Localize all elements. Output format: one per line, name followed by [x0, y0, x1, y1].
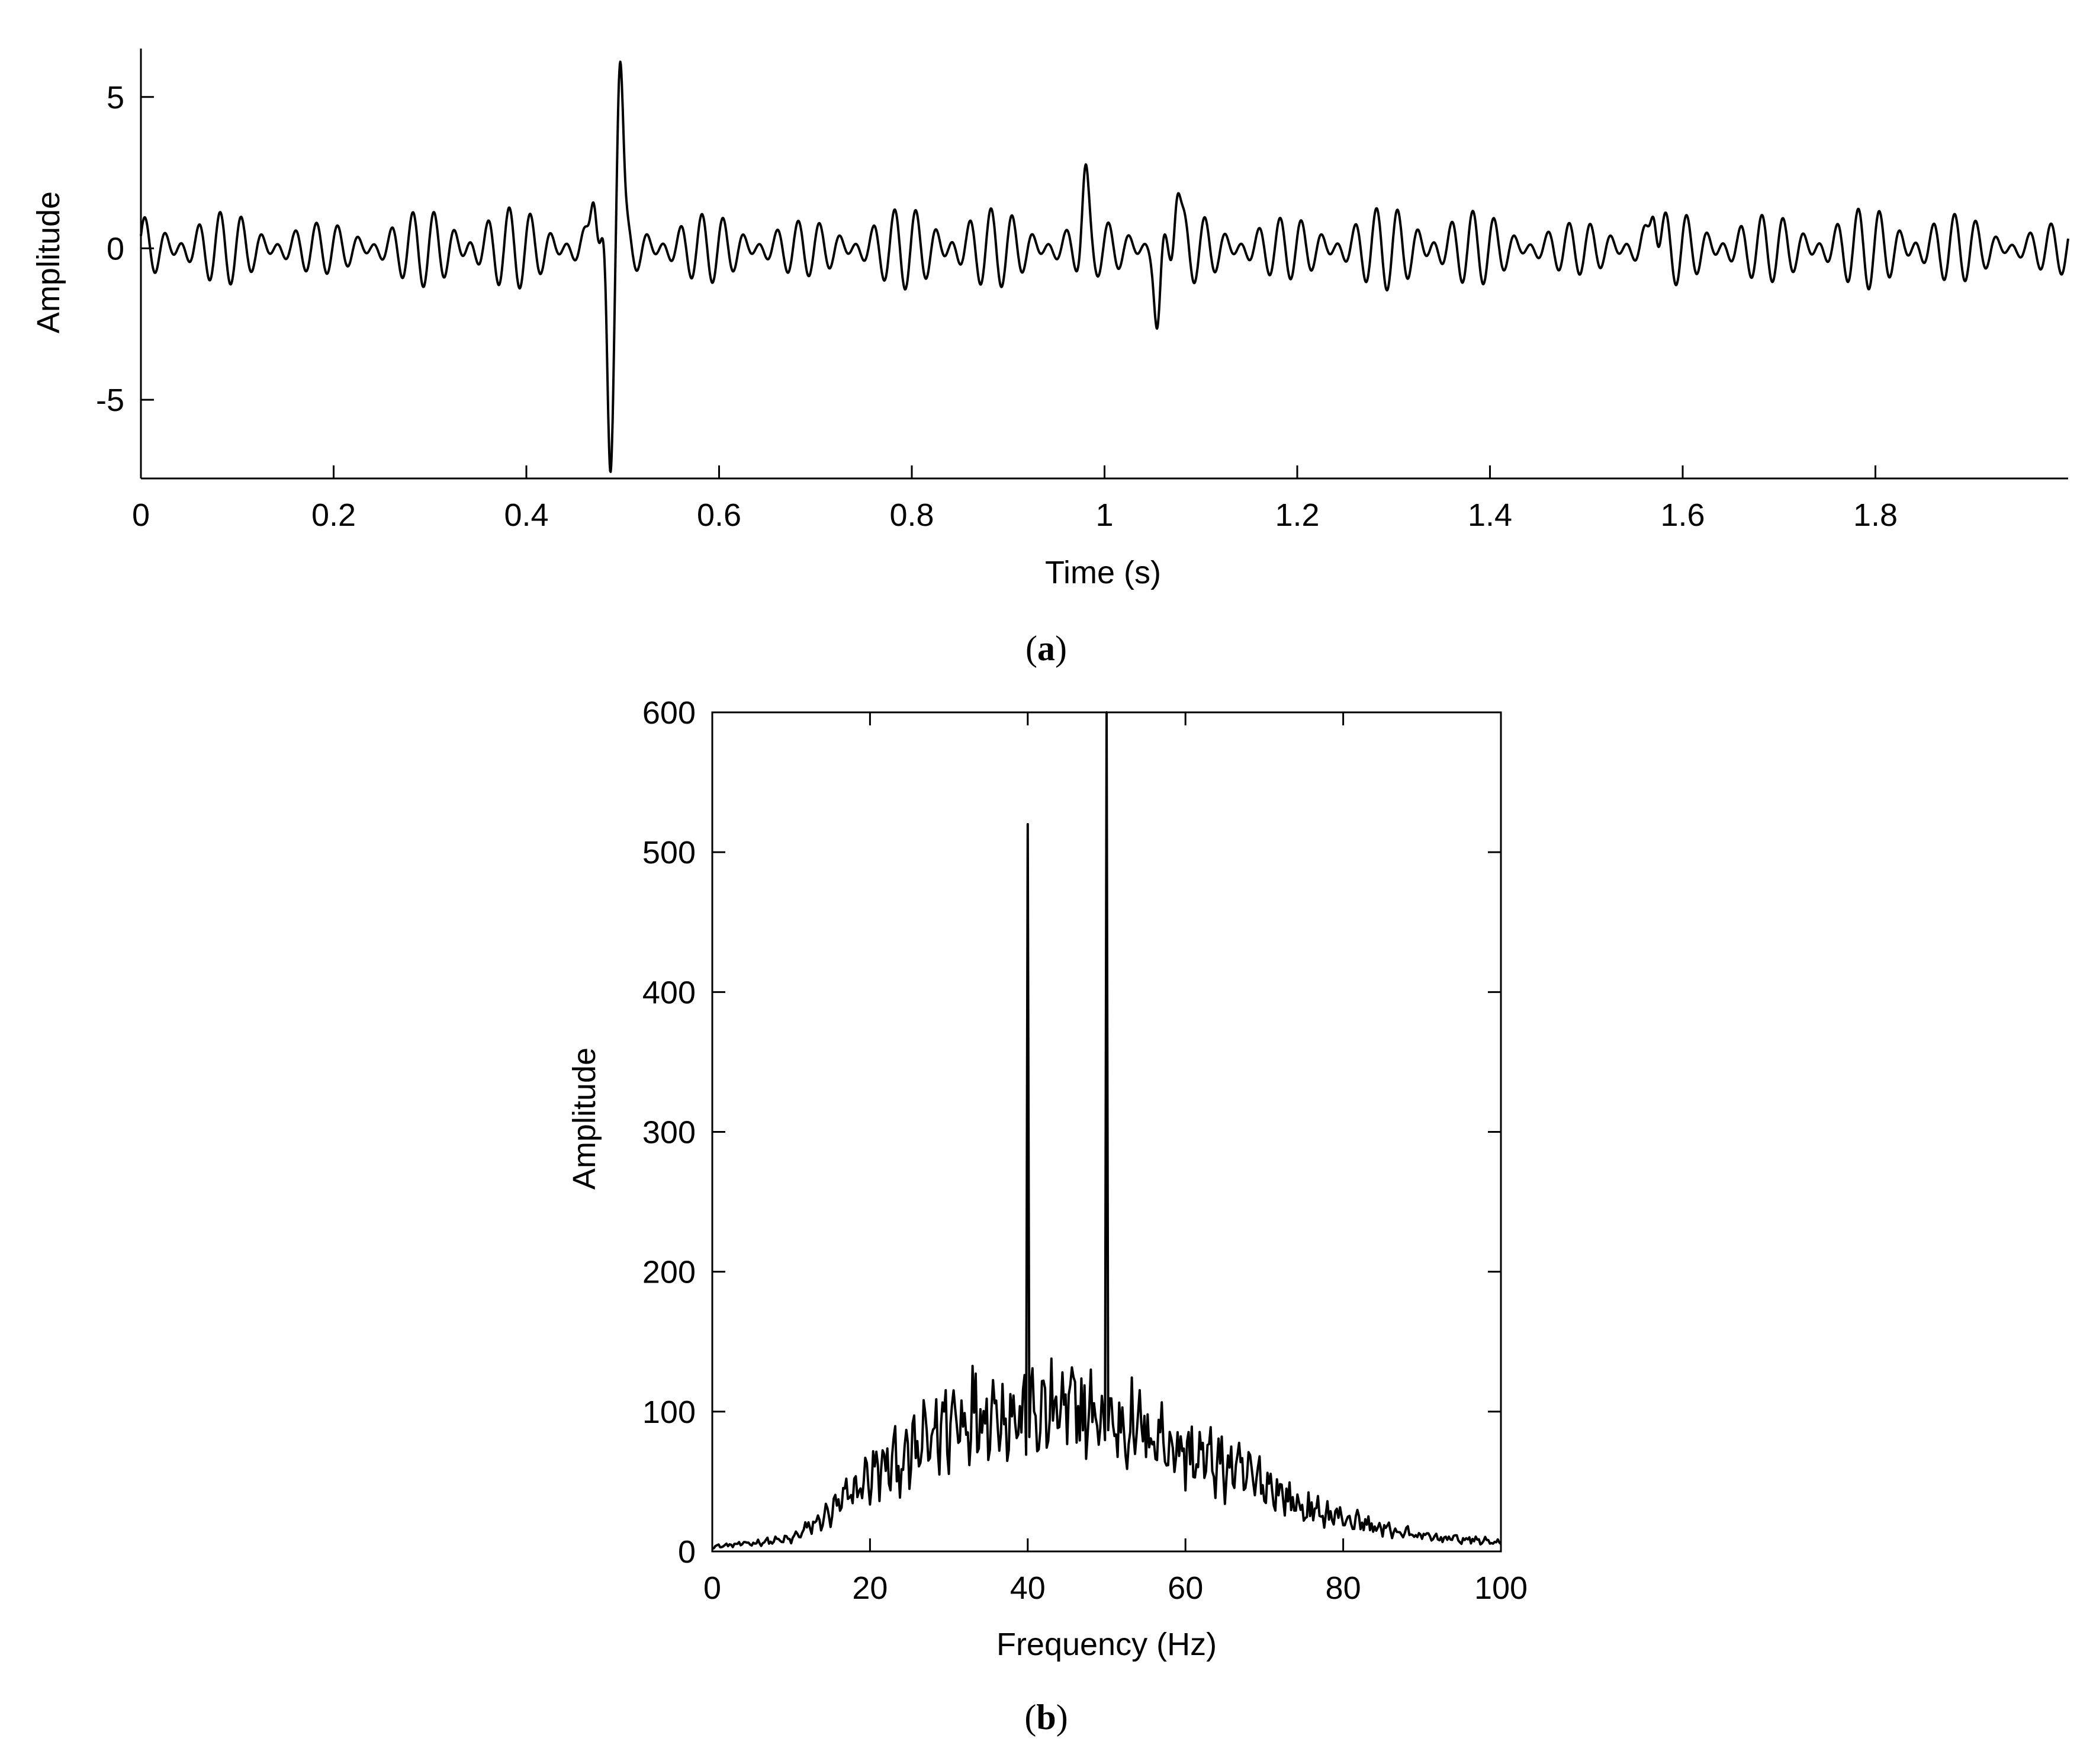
- caption-a: (a): [1025, 629, 1067, 668]
- chart-a-y-tick-label: 0: [107, 231, 124, 266]
- chart-b-x-tick-label: 100: [1474, 1570, 1528, 1606]
- caption-a-letter: a: [1037, 629, 1055, 668]
- chart-b-y-tick-label: 500: [642, 835, 696, 870]
- chart-b-x-tick-label: 80: [1326, 1570, 1361, 1606]
- chart-a-axes: [140, 49, 2068, 480]
- chart-b-y-tick-label: 600: [642, 695, 696, 731]
- chart-b-y-tick-label: 200: [642, 1255, 696, 1290]
- caption-b: (b): [1024, 1698, 1068, 1737]
- chart-b-x-tick-label: 20: [852, 1570, 888, 1606]
- chart-b-series-line: [712, 711, 1502, 1550]
- panel-a: 0 0.2 0.4 0.6 0.8 1 1.2 1.4 1.6 1.8-505 Time (s) …: [31, 49, 2069, 668]
- chart-a-y-tick-label: 5: [107, 80, 124, 115]
- chart-a-x-tick-label: 0.8: [889, 497, 934, 533]
- chart-b-y-tick-label: 300: [642, 1115, 696, 1151]
- chart-b-x-tick-label: 0: [703, 1570, 721, 1606]
- chart-a-xlabel: Time (s): [1045, 555, 1161, 590]
- chart-a-x-tick-label: 0.4: [504, 497, 548, 533]
- chart-a-x-tick-label: 1.8: [1853, 497, 1898, 533]
- chart-b-xlabel: Frequency (Hz): [996, 1627, 1217, 1662]
- chart-a-ylabel: Amplitude: [31, 191, 66, 333]
- chart-b-ticks: 0 20 40 60 80 100 0 100 200 300 400 500 600: [642, 695, 1528, 1606]
- chart-b-x-tick-label: 60: [1168, 1570, 1203, 1606]
- panel-b: 0 20 40 60 80 100 0 100 200 300 400 500 600 Frequenc…: [567, 695, 1528, 1737]
- caption-b-letter: b: [1036, 1698, 1056, 1737]
- chart-b-ylabel: Amplitude: [567, 1048, 602, 1190]
- chart-a-x-tick-label: 1.2: [1275, 497, 1319, 533]
- chart-a-series-line: [140, 60, 2069, 473]
- chart-a-x-tick-label: 0.6: [697, 497, 741, 533]
- chart-b-y-tick-label: 100: [642, 1395, 696, 1430]
- chart-a-ticks: 0 0.2 0.4 0.6 0.8 1 1.2 1.4 1.6 1.8 -5 0 5: [96, 80, 1898, 533]
- chart-b-y-tick-label: 0: [678, 1534, 696, 1570]
- chart-a-x-tick-label: 0: [132, 497, 150, 533]
- chart-b-x-tick-label: 40: [1010, 1570, 1046, 1606]
- chart-a-y-tick-label: -5: [96, 383, 124, 418]
- chart-a-x-tick-label: 1: [1095, 497, 1113, 533]
- chart-a-x-tick-label: 1.4: [1468, 497, 1512, 533]
- chart-b-y-tick-label: 400: [642, 975, 696, 1010]
- chart-a-x-tick-label: 1.6: [1660, 497, 1705, 533]
- chart-a-x-tick-label: 0.2: [311, 497, 356, 533]
